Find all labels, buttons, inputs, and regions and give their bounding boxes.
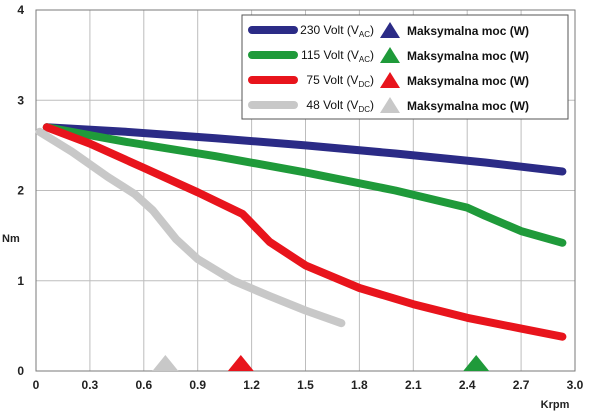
- legend-max-power-label: Maksymalna moc (W): [407, 49, 529, 63]
- y-tick-label: 2: [17, 184, 24, 198]
- legend-max-power-label: Maksymalna moc (W): [407, 24, 529, 38]
- axis-layer: 0 0.3 0.6 0.9 1.2 1.5 1.8 2.1 2.4 2.7 3.0 0 1 2 3 4 Nm Kr…: [2, 3, 584, 411]
- plot-frame: [35, 9, 576, 372]
- y-tick-label: 4: [17, 3, 24, 17]
- legend-triangle: [380, 97, 400, 113]
- legend-max-power-label: Maksymalna moc (W): [407, 99, 529, 113]
- x-tick-label: 2.4: [459, 378, 476, 392]
- legend-max-power-label: Maksymalna moc (W): [407, 74, 529, 88]
- series-line: [35, 127, 346, 328]
- x-tick-label: 1.2: [243, 378, 260, 392]
- series-line: [42, 123, 567, 341]
- x-tick-label: 0.9: [189, 378, 206, 392]
- x-axis-label: Krpm: [541, 399, 570, 411]
- marker-layer: [152, 355, 490, 371]
- y-axis-label: Nm: [2, 233, 20, 245]
- x-tick-label: 2.1: [405, 378, 422, 392]
- y-tick-label: 0: [17, 364, 24, 378]
- x-tick-label: 0.6: [135, 378, 152, 392]
- x-tick-label: 2.7: [513, 378, 530, 392]
- x-tick-label: 0.3: [82, 378, 99, 392]
- legend-triangle: [380, 22, 400, 38]
- x-tick-label: 0: [33, 378, 40, 392]
- legend-series-name: 115 Volt (VAC): [301, 48, 374, 64]
- x-tick-label: 1.5: [297, 378, 314, 392]
- legend-triangle: [380, 47, 400, 63]
- legend-triangle: [380, 72, 400, 88]
- x-tick-label: 3.0: [567, 378, 584, 392]
- max-power-marker: [463, 355, 490, 371]
- max-power-marker: [227, 355, 254, 371]
- legend-series-name: 75 Volt (VDC): [306, 73, 374, 89]
- y-tick-label: 3: [17, 93, 24, 107]
- y-tick-label: 1: [17, 274, 24, 288]
- legend-series-name: 230 Volt (VAC): [300, 23, 374, 39]
- series-layer: [35, 123, 567, 341]
- legend-series-name: 48 Volt (VDC): [306, 98, 374, 114]
- series-line: [42, 123, 567, 176]
- legend: 230 Volt (VAC) Maksymalna moc (W) 115 Volt…: [241, 14, 569, 120]
- max-power-marker: [152, 355, 179, 371]
- x-tick-label: 1.8: [351, 378, 368, 392]
- series-line: [42, 123, 567, 247]
